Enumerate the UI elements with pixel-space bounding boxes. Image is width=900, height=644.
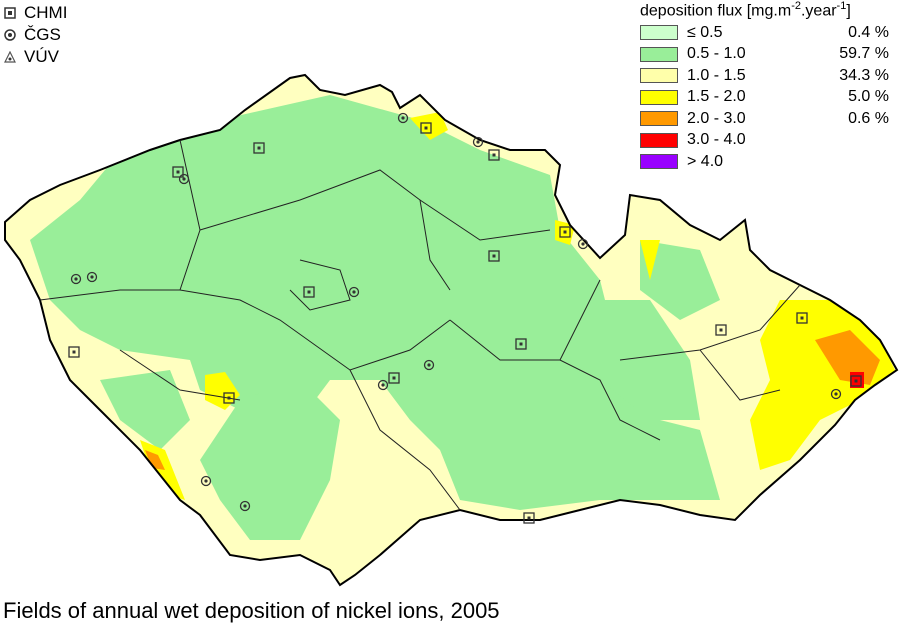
flux-legend: deposition flux [mg.m-2.year-1] ≤ 0.5 0.4…	[640, 0, 900, 173]
station-legend-cgs: ČGS	[4, 24, 67, 46]
legend-swatch	[640, 25, 678, 41]
cgs-station-marker	[86, 271, 98, 283]
cgs-station-marker	[178, 173, 190, 185]
legend-item: 3.0 - 4.0	[640, 130, 900, 152]
chmi-station-marker	[515, 338, 527, 350]
square-dot-icon	[4, 7, 16, 19]
station-label: CHMI	[24, 3, 68, 22]
cgs-station-marker	[239, 500, 251, 512]
chmi-station-marker	[488, 149, 500, 161]
legend-swatch	[640, 111, 678, 127]
chmi-station-marker	[796, 312, 808, 324]
chmi-station-marker	[523, 512, 535, 524]
legend-range: > 4.0	[687, 152, 724, 170]
map-fill-high	[410, 112, 448, 140]
chmi-station-marker	[68, 346, 80, 358]
chmi-station-marker	[172, 166, 184, 178]
cgs-station-marker	[200, 475, 212, 487]
map-fill-0.5-1.0	[640, 240, 720, 320]
map-fill-0.5-1.0	[200, 380, 340, 540]
map-fill-high	[640, 240, 660, 280]
legend-range: ≤ 0.5	[687, 23, 723, 41]
map-fill-high	[145, 450, 165, 470]
legend-item: 1.0 - 1.5 34.3 %	[640, 65, 900, 87]
chmi-station-marker	[715, 324, 727, 336]
region-border	[559, 279, 601, 361]
cgs-station-marker	[423, 359, 435, 371]
legend-percent: 59.7 %	[839, 45, 889, 63]
triangle-dot-icon	[4, 51, 16, 63]
legend-item: > 4.0	[640, 151, 900, 173]
region-border	[449, 319, 661, 441]
station-legend-chmi: CHMI	[4, 2, 67, 24]
circle-dot-icon	[4, 29, 16, 41]
cgs-station-marker	[348, 286, 360, 298]
chmi-station-marker	[303, 286, 315, 298]
region-border	[199, 169, 451, 291]
chmi-station-marker	[850, 375, 862, 387]
cgs-station-marker	[830, 388, 842, 400]
chmi-station-marker	[488, 250, 500, 262]
map-fill-high	[205, 372, 240, 410]
country-border	[4, 73, 899, 587]
region-border	[419, 199, 551, 241]
cgs-station-marker	[577, 238, 589, 250]
legend-swatch	[640, 154, 678, 170]
legend-percent: 5.0 %	[848, 88, 889, 106]
legend-range: 2.0 - 3.0	[687, 109, 746, 127]
legend-percent: 0.4 %	[848, 23, 889, 41]
region-border	[619, 284, 801, 361]
region-border	[349, 369, 461, 511]
chmi-station-marker	[559, 226, 571, 238]
region-border	[39, 289, 180, 301]
legend-swatch	[640, 132, 678, 148]
legend-range: 0.5 - 1.0	[687, 45, 746, 63]
map-fill-0.5-1.0	[560, 300, 700, 420]
legend-item: 1.5 - 2.0 5.0 %	[640, 87, 900, 109]
region-border	[289, 259, 351, 311]
legend-range: 3.0 - 4.0	[687, 131, 746, 149]
legend-swatch	[640, 46, 678, 62]
cgs-station-marker	[70, 273, 82, 285]
legend-percent: 34.3 %	[839, 66, 889, 84]
station-label: ČGS	[24, 25, 61, 44]
region-border	[119, 349, 241, 401]
map-fill-high	[815, 330, 880, 385]
deposition-map	[4, 73, 899, 587]
legend-swatch	[640, 68, 678, 84]
cgs-station-marker	[377, 379, 389, 391]
chmi-station-marker	[223, 392, 235, 404]
cgs-station-marker	[472, 136, 484, 148]
legend-item: 2.0 - 3.0 0.6 %	[640, 108, 900, 130]
map-fill-high	[750, 300, 895, 470]
region-border	[699, 349, 781, 401]
legend-title: deposition flux [mg.m-2.year-1]	[640, 0, 851, 20]
station-legend: CHMI ČGS VÚV	[4, 2, 67, 68]
region-border	[179, 289, 451, 371]
chmi-station-marker	[388, 372, 400, 384]
map-fill-0.5-1.0	[100, 370, 190, 450]
legend-swatch	[640, 89, 678, 105]
legend-item: 0.5 - 1.0 59.7 %	[640, 44, 900, 66]
station-legend-vuv: VÚV	[4, 46, 67, 68]
station-label: VÚV	[24, 47, 59, 66]
chmi-station-marker	[253, 142, 265, 154]
legend-item: ≤ 0.5 0.4 %	[640, 22, 900, 44]
legend-percent: 0.6 %	[848, 109, 889, 127]
legend-range: 1.0 - 1.5	[687, 66, 746, 84]
cgs-station-marker	[397, 112, 409, 124]
chmi-station-marker	[420, 122, 432, 134]
map-fill-0.5-1.0	[30, 95, 720, 510]
map-caption: Fields of annual wet deposition of nicke…	[3, 598, 500, 623]
legend-range: 1.5 - 2.0	[687, 88, 746, 106]
